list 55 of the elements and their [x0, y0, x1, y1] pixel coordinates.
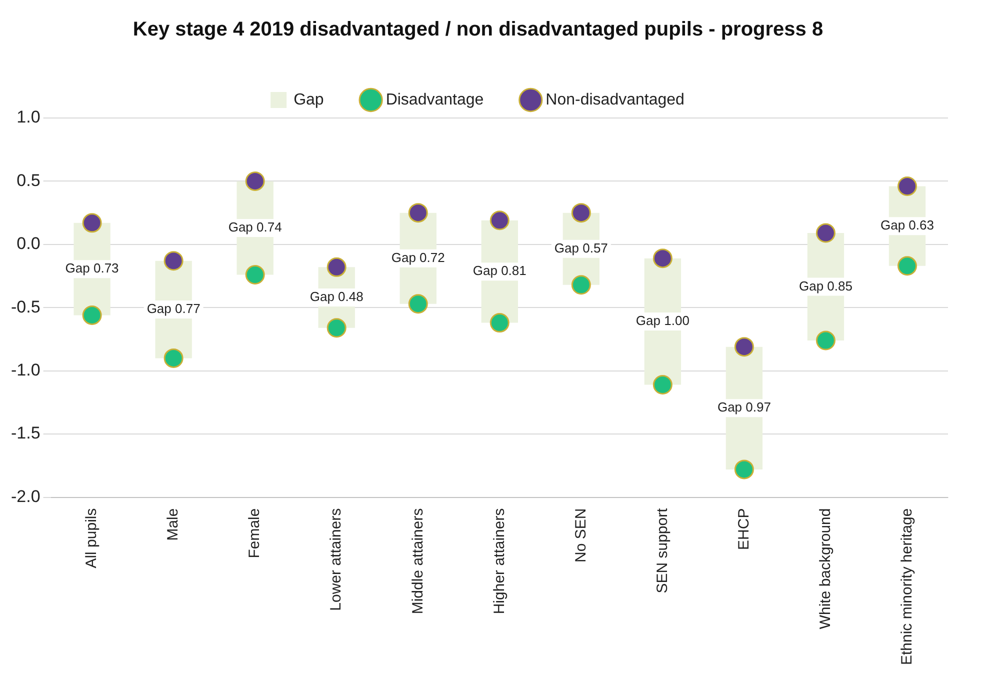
point [164, 348, 184, 368]
point [490, 210, 510, 230]
point [571, 203, 591, 223]
point [897, 176, 917, 196]
point [652, 248, 672, 268]
point [897, 256, 917, 276]
data-label: Gap 0.63 [880, 218, 934, 233]
x-tick-label: Female [246, 508, 264, 558]
data-label: Gap 0.85 [798, 278, 852, 294]
y-tick-label: -0.5 [10, 297, 40, 316]
y-tick-label: 1.0 [16, 108, 40, 127]
point [164, 251, 184, 271]
x-tick-label: Higher attainers [490, 508, 508, 614]
point [816, 330, 836, 350]
legend-label: Disadvantage [386, 91, 484, 108]
data-label: Gap 0.72 [391, 250, 445, 265]
data-label: Gap 0.97 [717, 400, 771, 415]
point [408, 203, 428, 223]
legend-label: Non-disadvantaged [546, 91, 684, 108]
x-tick-label: Lower attainers [328, 508, 345, 611]
point [408, 294, 428, 314]
data-label: Gap 0.48 [310, 289, 364, 304]
data-label: Gap 0.73 [65, 260, 119, 276]
y-tick-label: -2.0 [10, 486, 40, 506]
y-tick-label: 0.0 [16, 234, 40, 254]
x-tick-label: Middle attainers [409, 508, 426, 614]
chart-title: Key stage 4 2019 disadvantaged / non disadvantaged pupils - progress 8 [132, 18, 824, 41]
point [734, 460, 754, 480]
x-tick-label: Male [164, 508, 182, 541]
point [245, 171, 265, 191]
point [326, 318, 346, 338]
point [490, 313, 510, 333]
x-tick-label: No SEN [572, 508, 590, 562]
y-tick-label: -1.5 [10, 424, 40, 443]
x-tick-label: Ethnic minority heritage [898, 508, 916, 666]
point [816, 223, 836, 243]
point [245, 265, 265, 285]
data-label: Gap 1.00 [636, 313, 690, 328]
y-tick-label: 0.5 [16, 170, 40, 190]
x-tick-label: White background [816, 508, 834, 630]
x-tick-label: SEN support [654, 507, 671, 594]
data-label: Gap 0.81 [472, 263, 526, 278]
point [652, 375, 672, 394]
data-label: Gap 0.74 [228, 220, 282, 235]
data-label: Gap 0.57 [554, 240, 608, 256]
point [326, 257, 346, 277]
point [734, 337, 754, 357]
x-tick-label: EHCP [735, 508, 752, 550]
x-tick-label: All pupils [83, 508, 100, 568]
legend-label: Gap [294, 91, 324, 108]
data-label: Gap 0.77 [146, 301, 200, 316]
point [82, 213, 102, 233]
point [571, 275, 591, 295]
point [82, 305, 102, 325]
y-tick-label: -1.0 [10, 360, 40, 380]
